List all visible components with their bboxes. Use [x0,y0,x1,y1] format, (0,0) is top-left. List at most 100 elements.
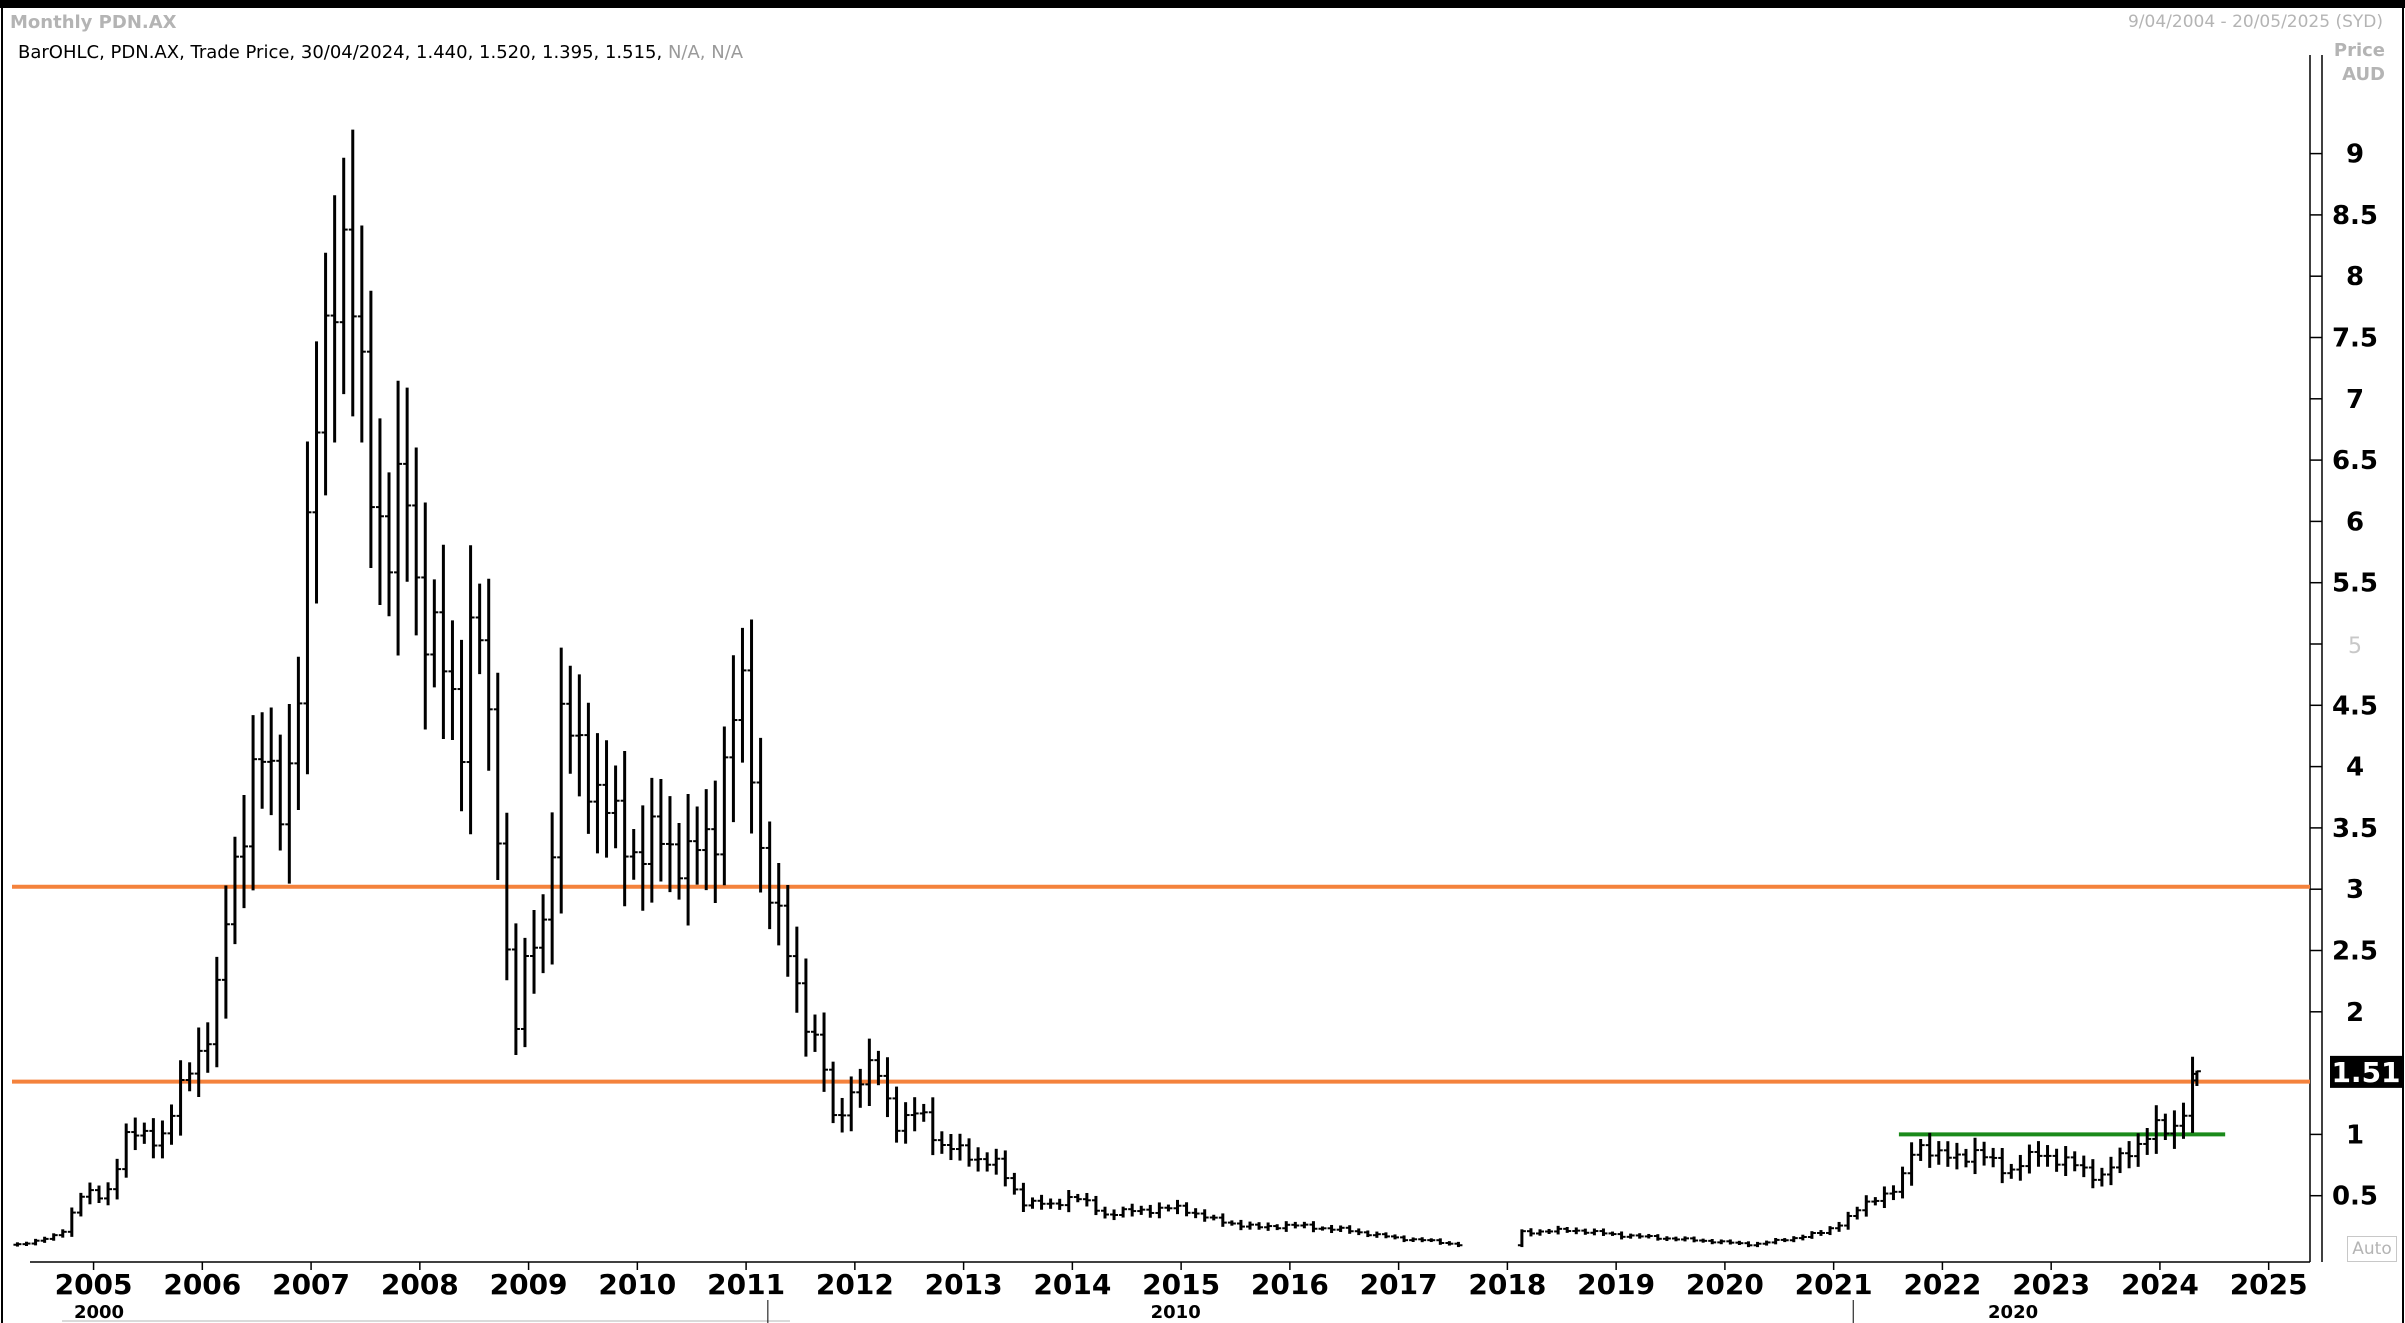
ohlc-bar [1028,1197,1037,1209]
ohlc-bar [1264,1222,1273,1231]
ohlc-bar [375,418,384,605]
ohlc-bar [67,1207,76,1237]
last-price-label: 1.51 [2331,1056,2400,1089]
ohlc-bar [720,726,729,886]
ohlc-bar [330,195,339,443]
ohlc-bar [557,647,566,914]
ohlc-bar [403,387,412,582]
x-tick-label: 2007 [272,1268,350,1301]
ohlc-bar [1835,1221,1844,1232]
ohlc-bar [2179,1102,2188,1139]
ohlc-bar [946,1133,955,1161]
ohlc-bar [258,712,267,809]
ohlc-bar [629,829,638,880]
ohlc-bar [267,707,276,816]
legend-na: N/A, N/A [667,42,744,63]
decade-label: 2010 [1151,1302,1201,1323]
ohlc-bar [910,1097,919,1132]
ohlc-bar [937,1131,946,1154]
ohlc-bar [158,1120,167,1159]
x-tick-label: 2010 [598,1268,676,1301]
ohlc-bar [1236,1219,1245,1231]
ohlc-bar [2070,1151,2079,1172]
ohlc-bar [883,1057,892,1118]
ohlc-bar [1943,1141,1952,1167]
ohlc-bar [95,1185,104,1204]
x-tick-label: 2013 [925,1268,1003,1301]
ohlc-bar [104,1182,113,1206]
ohlc-bar [1681,1236,1690,1242]
ohlc-bar [1046,1198,1055,1209]
ohlc-bar [1454,1241,1463,1248]
x-tick-label: 2025 [2230,1268,2308,1301]
ohlc-bar [412,447,421,636]
ohlc-bar [303,441,312,775]
series-legend: BarOHLC, PDN.AX, Trade Price, 30/04/2024… [18,42,743,63]
ohlc-bar [475,583,484,675]
ohlc-bar [530,910,539,994]
decade-label: 2020 [1988,1302,2038,1323]
ohlc-bar [2152,1105,2161,1154]
ohlc-bar [2007,1163,2016,1179]
ohlc-bar [539,894,548,974]
ohlc-bar [502,812,511,981]
ohlc-bar [2016,1154,2025,1181]
ohlc-bar [1617,1231,1626,1240]
ohlc-bar [1400,1235,1409,1243]
legend-text: BarOHLC, PDN.AX, Trade Price, 30/04/2024… [18,42,663,63]
ohlc-bar [1073,1193,1082,1203]
ohlc-bar [2116,1147,2125,1174]
ohlc-bar [2052,1148,2061,1172]
ohlc-bar [974,1147,983,1172]
ohlc-bar [1671,1236,1680,1242]
ohlc-bar [1010,1172,1019,1195]
ohlc-bar [1001,1150,1010,1187]
ohlc-bar [1916,1138,1925,1161]
ohlc-bar [765,821,774,930]
x-tick-label: 2009 [490,1268,568,1301]
ohlc-bar [240,794,249,909]
y-tick-label: 6 [2346,507,2364,537]
last-price-badge [2330,1055,2402,1088]
ohlc-bar [638,805,647,911]
ohlc-bar [693,806,702,885]
ohlc-bar [366,290,375,569]
ohlc-bar [675,823,684,900]
y-tick-label: 5.5 [2332,569,2378,599]
y-tick-label: 3 [2346,875,2364,905]
ohlc-bar [194,1027,203,1097]
auto-scale-button[interactable]: Auto [2347,1236,2397,1262]
ohlc-bar [185,1062,194,1092]
ohlc-bar [1173,1199,1182,1215]
ohlc-bar [865,1038,874,1106]
ohlc-bar [1590,1228,1599,1236]
ohlc-bar [1961,1148,1970,1168]
ohlc-bar [983,1152,992,1172]
ohlc-bar [85,1182,94,1205]
ohlc-bar [1581,1228,1590,1235]
ohlc-bar [829,1061,838,1124]
ohlc-bar [484,578,493,771]
ohlc-bar [919,1103,928,1122]
ohlc-bar [992,1148,1001,1175]
ohlc-bar [1807,1231,1816,1239]
ohlc-bar [2034,1141,2043,1167]
x-tick-label: 2016 [1251,1268,1329,1301]
ohlc-bar [1182,1202,1191,1217]
ohlc-bar [2188,1056,2197,1133]
ohlc-bar [684,793,693,926]
ohlc-bar [892,1086,901,1143]
ohlc-bar [1037,1194,1046,1210]
ohlc-bar [1971,1137,1980,1175]
x-tick-label: 2023 [2012,1268,2090,1301]
ohlc-bar [738,627,747,763]
ohlc-bar [1427,1238,1436,1243]
ohlc-bar [665,796,674,893]
ohlc-bar [747,619,756,834]
ohlc-bar [1789,1236,1798,1243]
ohlc-bar [339,157,348,395]
ohlc-bar [1517,1229,1526,1248]
ohlc-bar [1255,1222,1264,1230]
ohlc-bar [1536,1229,1545,1236]
